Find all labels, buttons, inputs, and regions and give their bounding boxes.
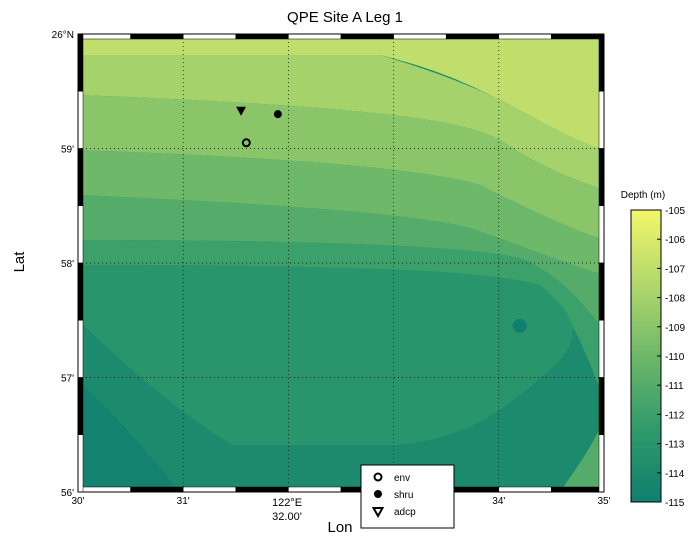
x-tick-label: 34' <box>492 496 505 507</box>
depth-band-7 <box>78 265 573 445</box>
depth-band-corner <box>560 420 604 492</box>
depth-band-4 <box>78 150 604 275</box>
frame-segment-top <box>340 33 394 40</box>
frame-segment-right <box>598 148 605 206</box>
depth-band-5 <box>78 195 604 330</box>
colorbar-tick-label: -112 <box>665 410 685 421</box>
frame-segment-top <box>445 33 500 40</box>
y-tick-label: 59' <box>61 145 74 156</box>
y-axis-label: Lat <box>11 251 28 273</box>
frame-segment-left <box>77 148 84 206</box>
grid-lines <box>78 34 604 492</box>
colorbar-tick-label: -105 <box>665 206 685 217</box>
depth-bands <box>78 34 604 492</box>
frame-segment-top <box>235 33 289 40</box>
frame-segment-bottom <box>77 486 131 493</box>
colorbar-ticks: -105 -106 -107 -108 -109 -110 -111 -112 -113 -114… <box>657 206 685 509</box>
depth-band-9 <box>78 380 180 492</box>
y-tick-label: 57' <box>61 374 74 385</box>
colorbar-title: Depth (m) <box>621 190 665 201</box>
frame-segment-left <box>77 262 84 321</box>
frame-segment-top <box>498 33 552 40</box>
figure-title: QPE Site A Leg 1 <box>287 9 403 26</box>
colorbar-tick-label: -111 <box>665 381 684 392</box>
frame-segment-left <box>77 377 84 435</box>
legend-entry-adcp: adcp <box>371 507 416 519</box>
depth-band-1 <box>78 34 604 150</box>
y-tick-label: 26°N <box>52 30 74 41</box>
env-marker <box>241 138 251 148</box>
legend-label-shru: shru <box>394 490 413 501</box>
colorbar-tick-label: -113 <box>665 440 685 451</box>
colorbar-tick-label: -107 <box>665 264 685 275</box>
frame-segment-left <box>77 320 84 378</box>
deep-spot <box>512 318 527 333</box>
map-frame <box>77 33 605 493</box>
frame-segment-right <box>598 91 605 149</box>
shru-marker <box>273 110 282 119</box>
legend-label-adcp: adcp <box>394 507 416 518</box>
depth-band-6 <box>78 240 604 400</box>
legend-box: env shru adcp <box>360 464 455 529</box>
env-marker-icon <box>373 472 383 482</box>
frame-segment-left <box>77 91 84 149</box>
frame-segment-right <box>598 320 605 378</box>
x-center-label-bottom: 32.00' <box>272 511 302 523</box>
y-tick-label: 56' <box>61 488 74 499</box>
frame-segment-bottom <box>182 486 237 493</box>
frame-segment-bottom <box>130 486 184 493</box>
colorbar-tick-label: -106 <box>665 235 685 246</box>
colorbar-tick-label: -109 <box>665 323 685 334</box>
x-center-label-top: 122°E <box>272 497 302 509</box>
frame-segment-right <box>598 262 605 321</box>
legend-entry-shru: shru <box>374 490 413 501</box>
x-tick-label: 31' <box>177 496 190 507</box>
y-tick-labels: 56' 57' 58' 59' 26°N <box>52 30 74 499</box>
legend-entry-env: env <box>373 472 410 484</box>
frame-segment-left <box>77 33 84 92</box>
colorbar-gradient <box>630 209 662 503</box>
x-axis-label: Lon <box>327 519 352 536</box>
frame-segment-top <box>393 33 447 40</box>
adcp-marker-icon <box>371 507 385 519</box>
shru-marker-icon <box>374 490 382 498</box>
frame-segment-right <box>598 434 605 493</box>
colorbar-tick-label: -115 <box>665 498 685 509</box>
legend-label-env: env <box>394 473 410 484</box>
colorbar: Depth (m) -105-106-107-108-109-110-111-1… <box>621 190 686 509</box>
frame-segment-top <box>77 33 131 40</box>
frame-segment-bottom <box>551 486 605 493</box>
y-tick-label: 58' <box>61 259 74 270</box>
frame-segment-top <box>130 33 184 40</box>
frame-segment-left <box>77 205 84 264</box>
x-tick-labels: 30'31'33'34'35' <box>71 496 610 507</box>
frame-segment-bottom <box>498 486 552 493</box>
frame-segment-right <box>598 33 605 92</box>
frame-segment-top <box>288 33 342 40</box>
x-tick-label: 35' <box>597 496 610 507</box>
depth-band-3 <box>78 95 604 240</box>
colorbar-tick-label: -110 <box>665 352 685 363</box>
frame-segment-top <box>551 33 605 40</box>
frame-segment-top <box>182 33 237 40</box>
colorbar-tick-label: -108 <box>665 294 685 305</box>
frame-segment-right <box>598 205 605 264</box>
frame-outline <box>77 33 605 493</box>
frame-segment-bottom <box>288 486 342 493</box>
frame-segment-right <box>598 377 605 435</box>
depth-band-2 <box>78 55 604 190</box>
map-plot-area <box>77 33 605 493</box>
x-tick-label: 30' <box>71 496 84 507</box>
frame-segment-bottom <box>235 486 289 493</box>
colorbar-tick-label: -114 <box>665 469 685 480</box>
station-markers <box>236 106 282 148</box>
adcp-marker <box>236 106 247 116</box>
frame-segment-left <box>77 434 84 493</box>
